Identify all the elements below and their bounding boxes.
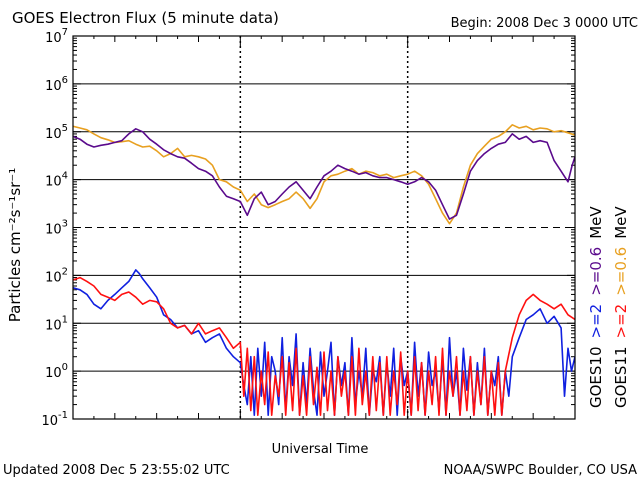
y-axis-label: Particles cm⁻²s⁻¹sr⁻¹ — [6, 168, 24, 322]
y-tick-label: 106 — [45, 75, 68, 94]
legend-entry: >=2 — [587, 304, 605, 339]
y-tick-exponent: 5 — [62, 123, 68, 134]
y-tick-base: 10 — [45, 318, 62, 333]
begin-time: Begin: 2008 Dec 3 0000 UTC — [451, 16, 638, 31]
y-tick-label: 101 — [45, 314, 68, 333]
y-tick-label: 103 — [45, 219, 68, 238]
y-tick-label: 100 — [45, 362, 68, 381]
y-tick-exponent: 2 — [62, 266, 68, 277]
legend-column: GOES10 >=2 >=0.6 MeV — [587, 206, 605, 408]
y-tick-label: 10-1 — [41, 410, 68, 429]
y-tick-label: 105 — [45, 123, 68, 142]
legend-entry: >=0.6 — [612, 247, 630, 296]
y-tick-base: 10 — [45, 223, 62, 238]
legend-entry: GOES10 — [587, 346, 605, 408]
y-tick-base: 10 — [45, 79, 62, 94]
y-tick-exponent: 6 — [62, 75, 68, 86]
y-tick-exponent: 3 — [62, 219, 68, 230]
chart-title: GOES Electron Flux (5 minute data) — [12, 9, 279, 27]
y-tick-label: 107 — [45, 27, 68, 46]
legend-entry: MeV — [587, 206, 605, 239]
right-legend: GOES10 >=2 >=0.6 MeV GOES11 >=2 >=0.6 MeV — [587, 206, 630, 408]
legend-column: GOES11 >=2 >=0.6 MeV — [612, 206, 630, 408]
series-line-0 — [73, 128, 575, 220]
y-tick-exponent: 7 — [62, 27, 68, 38]
y-tick-base: 10 — [45, 175, 62, 190]
y-tick-base: 10 — [45, 127, 62, 142]
series-line-3 — [73, 276, 575, 416]
y-tick-label: 104 — [45, 171, 68, 190]
y-tick-base: 10 — [45, 366, 62, 381]
x-axis-label: Universal Time — [272, 442, 369, 457]
series-line-1 — [73, 124, 575, 225]
y-tick-exponent: 0 — [62, 362, 68, 373]
y-tick-base: 10 — [45, 270, 62, 285]
y-tick-exponent: 4 — [62, 171, 68, 182]
legend-entry: MeV — [612, 206, 630, 239]
legend-entry: GOES11 — [612, 346, 630, 408]
y-tick-exponent: 1 — [62, 314, 68, 325]
legend-entry: >=0.6 — [587, 247, 605, 296]
plot-frame — [72, 35, 576, 420]
y-tick-base: 10 — [45, 31, 62, 46]
series-line-2 — [73, 269, 575, 416]
data-source: NOAA/SWPC Boulder, CO USA — [444, 463, 637, 478]
y-tick-label: 102 — [45, 266, 68, 285]
legend-entry: >=2 — [612, 304, 630, 339]
y-tick-exponent: -1 — [58, 410, 68, 421]
y-tick-base: 10 — [41, 414, 58, 429]
updated-timestamp: Updated 2008 Dec 5 23:55:02 UTC — [3, 463, 230, 478]
